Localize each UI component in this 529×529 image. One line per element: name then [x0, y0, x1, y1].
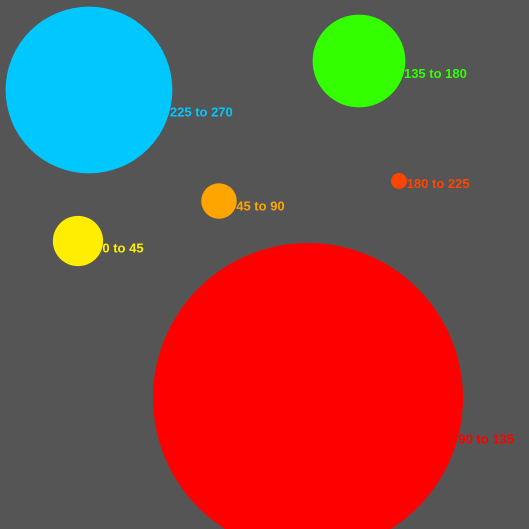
bubble-4[interactable] [312, 14, 406, 108]
bubble-label-2: 45 to 90 [236, 199, 284, 214]
bubble-label-3: 90 to 135 [458, 431, 514, 446]
bubble-label-4: 135 to 180 [404, 66, 467, 81]
bubble-5[interactable] [391, 173, 407, 189]
bubble-label-6: 225 to 270 [170, 105, 233, 120]
bubble-label-1: 0 to 45 [102, 241, 143, 256]
bubble-label-5: 180 to 225 [407, 176, 470, 191]
bubble-2[interactable] [201, 183, 237, 219]
bubble-3[interactable] [153, 243, 463, 529]
bubbles-layer: 0 to 45 45 to 90 90 to 135 135 to 180 180 to… [5, 6, 514, 529]
bubble-1[interactable] [52, 215, 104, 267]
bubble-6[interactable] [5, 6, 173, 174]
